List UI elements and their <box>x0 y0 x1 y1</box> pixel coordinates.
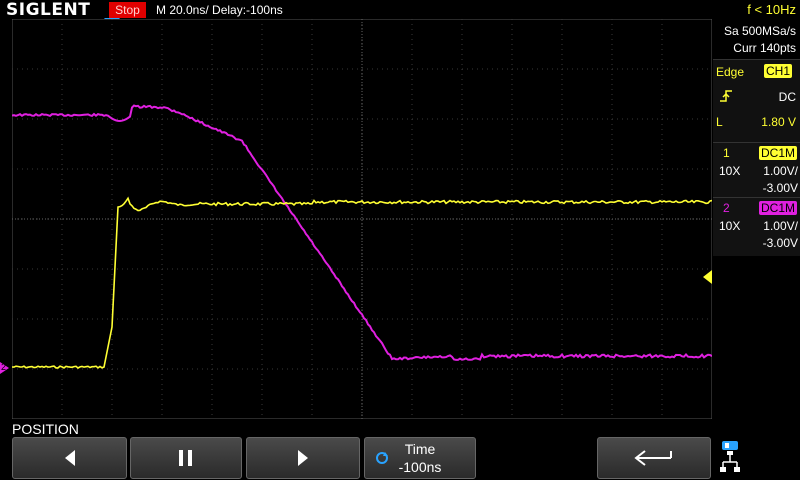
pause-icon <box>179 450 192 466</box>
ch2-coupling-badge: DC1M <box>759 201 798 215</box>
current-points: Curr 140pts <box>733 41 796 55</box>
trigger-level-value: 1.80 V <box>761 115 796 129</box>
network-icon <box>720 441 740 472</box>
ch2-ground-label: 2 <box>1 362 7 372</box>
trigger-coupling: DC <box>778 90 796 104</box>
ch2-waveform <box>12 104 712 361</box>
trigger-level-label: L <box>716 115 723 129</box>
trigger-panel[interactable]: Edge CH1 DC L 1.80 V <box>713 59 800 152</box>
timebase-readout[interactable]: M 20.0ns/ Delay:-100ns <box>156 3 283 17</box>
return-icon <box>634 450 672 466</box>
pause-button[interactable] <box>130 437 242 479</box>
position-right-button[interactable] <box>246 437 360 479</box>
brand-logo: SIGLENT <box>6 0 91 20</box>
rising-edge-icon <box>720 90 732 102</box>
ch2-offset: -3.00V <box>762 236 798 250</box>
trigger-type: Edge <box>716 65 745 79</box>
softkey-bar: POSITION Time -100ns <box>0 420 800 480</box>
time-key-label: Time <box>404 441 436 457</box>
ch2-scale: 1.00V/ <box>763 219 798 233</box>
arrow-left-icon <box>64 450 75 466</box>
delay-value: Delay:-100ns <box>212 3 283 17</box>
ch2-ground-marker[interactable] <box>0 362 9 374</box>
ch1-offset: -3.00V <box>762 181 798 195</box>
knob-rotate-icon <box>376 452 388 464</box>
ch1-coupling-badge: DC1M <box>759 146 798 160</box>
trigger-level-marker[interactable] <box>703 270 712 284</box>
ch2-info[interactable]: 2 DC1M 10X 1.00V/ -3.00V <box>713 197 800 256</box>
time-key-value: -100ns <box>398 459 442 475</box>
trigger-source-badge: CH1 <box>764 64 793 78</box>
status-bar: SIGLENT Stop M 20.0ns/ Delay:-100ns f < … <box>0 0 800 20</box>
run-stop-badge[interactable]: Stop <box>109 2 146 18</box>
ch1-number: 1 <box>723 146 730 160</box>
trigger-frequency: f < 10Hz <box>747 2 796 17</box>
menu-title: POSITION <box>12 421 79 437</box>
ch2-probe: 10X <box>719 219 741 233</box>
sample-rate: Sa 500MSa/s <box>723 24 796 38</box>
arrow-right-icon <box>298 450 308 466</box>
ch1-info[interactable]: 1 DC1M 10X 1.00V/ -3.00V <box>713 142 800 201</box>
ch2-number: 2 <box>723 201 730 215</box>
info-panel: Sa 500MSa/s Curr 140pts Edge CH1 DC L 1.… <box>713 19 800 420</box>
ch1-waveform <box>12 196 712 369</box>
timebase-value: M 20.0ns/ <box>156 3 209 17</box>
ch1-scale: 1.00V/ <box>763 164 798 178</box>
graticule <box>12 19 712 419</box>
time-position-knob-button[interactable]: Time -100ns <box>364 437 476 479</box>
ch1-probe: 10X <box>719 164 741 178</box>
return-button[interactable] <box>597 437 711 479</box>
position-left-button[interactable] <box>12 437 127 479</box>
waveform-display[interactable] <box>12 19 712 419</box>
